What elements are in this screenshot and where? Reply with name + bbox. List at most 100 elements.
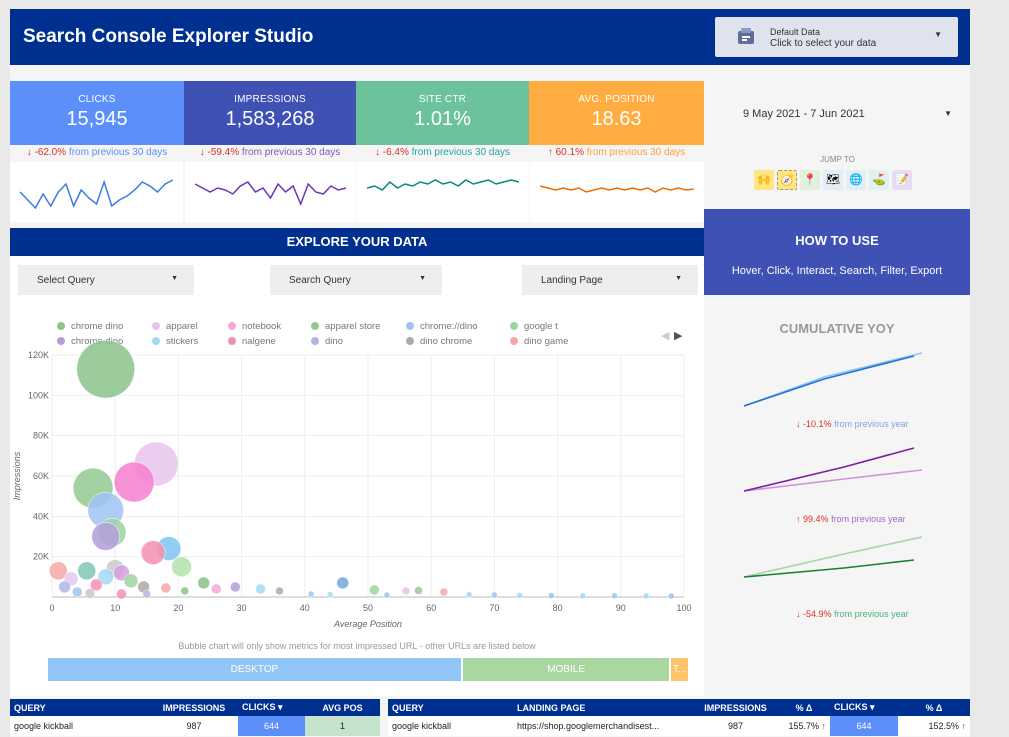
bubble[interactable] (307, 590, 315, 598)
bubble[interactable] (611, 592, 618, 600)
bubble[interactable] (491, 591, 498, 599)
bubble[interactable] (123, 573, 139, 589)
bubble[interactable] (91, 522, 120, 551)
bubble[interactable] (369, 584, 380, 596)
kpi-card-avg-position[interactable]: AVG. POSITION 18.63 (529, 81, 704, 145)
col-impressions[interactable]: IMPRESSIONS (693, 699, 778, 716)
legend-swatch (311, 322, 319, 330)
kpi-card-impressions[interactable]: IMPRESSIONS 1,583,268 (184, 81, 356, 145)
table-row[interactable]: google kickball 987 644 1 (10, 716, 380, 736)
legend-swatch (228, 337, 236, 345)
bubble[interactable] (97, 568, 114, 586)
legend-next-icon[interactable]: ▶ (674, 330, 683, 342)
globe-icon[interactable]: 🌐 (846, 170, 866, 190)
pin-icon[interactable]: 📍 (800, 170, 820, 190)
col-impressions[interactable]: IMPRESSIONS (150, 699, 238, 716)
hands-icon[interactable]: 🙌 (754, 170, 774, 190)
bubble[interactable] (140, 540, 166, 565)
chevron-down-icon: ▼ (944, 109, 952, 118)
bubble[interactable] (72, 586, 83, 598)
bubble[interactable] (197, 576, 210, 590)
bubble[interactable] (516, 592, 523, 599)
bubble[interactable] (89, 578, 103, 592)
col-impressions-change[interactable]: % Δ (778, 699, 830, 716)
col-clicks[interactable]: CLICKS ▾ (238, 699, 305, 716)
bubble[interactable] (668, 592, 675, 600)
yoy-chart[interactable] (704, 439, 970, 509)
legend-item[interactable]: apparel (152, 321, 198, 332)
kpi-card-clicks[interactable]: CLICKS 15,945 (10, 81, 184, 145)
chevron-down-icon: ▼ (171, 275, 178, 282)
bubble[interactable] (180, 586, 189, 596)
bubble[interactable] (49, 561, 68, 581)
legend-prev-icon[interactable]: ◀ (661, 330, 670, 342)
data-source-title: Default Data (770, 27, 821, 37)
select-query-dropdown[interactable]: Select Query ▼ (18, 265, 194, 295)
bubble[interactable] (58, 580, 71, 594)
bubble[interactable] (160, 582, 172, 594)
bubble[interactable] (383, 591, 391, 599)
flag-icon[interactable]: ⛳ (869, 170, 889, 190)
landing-page-dropdown[interactable]: Landing Page ▼ (522, 265, 698, 295)
legend-item[interactable]: dino (311, 336, 343, 347)
arrow-down-icon: ↓ (796, 419, 801, 429)
col-query[interactable]: QUERY (10, 699, 150, 716)
legend-item[interactable]: google t (510, 321, 558, 332)
bubble[interactable] (414, 586, 423, 595)
bubble[interactable] (275, 586, 284, 596)
bubble[interactable] (142, 589, 152, 599)
bubble[interactable] (579, 592, 587, 600)
col-clicks[interactable]: CLICKS ▾ (830, 699, 898, 716)
device-share-bar[interactable]: DESKTOP MOBILE T... (48, 658, 688, 681)
legend-item[interactable]: dino chrome (406, 336, 472, 347)
legend-item[interactable]: dino game (510, 336, 568, 347)
yoy-chart[interactable] (704, 534, 970, 604)
legend-item[interactable]: stickers (152, 336, 198, 347)
search-query-dropdown[interactable]: Search Query ▼ (270, 265, 442, 295)
bubble[interactable] (77, 561, 97, 581)
bubble[interactable] (336, 576, 349, 590)
col-landing-page[interactable]: LANDING PAGE (513, 699, 693, 716)
bubble[interactable] (76, 339, 135, 399)
compass-icon[interactable]: 🧭 (777, 170, 797, 190)
bubble[interactable] (171, 556, 192, 577)
bubble[interactable] (255, 583, 266, 595)
date-range-selector[interactable]: 9 May 2021 - 7 Jun 2021 ▼ (705, 81, 970, 145)
kpi-sparkline (185, 162, 356, 222)
legend-item[interactable]: chrome dino (57, 321, 123, 332)
data-source-selector[interactable]: Default Data Click to select your data ▼ (715, 17, 958, 57)
device-segment-desktop[interactable]: DESKTOP (48, 658, 461, 681)
table-row[interactable]: google kickball https://shop.googlemerch… (388, 716, 970, 736)
map-icon[interactable]: 🗺 (823, 170, 843, 190)
bubble[interactable] (401, 586, 411, 596)
cell-landing-page[interactable]: https://shop.googlemerchandisest... (513, 716, 693, 736)
col-avg-pos[interactable]: AVG POS (305, 699, 380, 716)
device-segment-mobile[interactable]: MOBILE (460, 658, 670, 681)
legend-item[interactable]: nalgene (228, 336, 276, 347)
bubble[interactable] (230, 581, 241, 593)
bubble[interactable] (84, 588, 96, 599)
bubble[interactable] (465, 591, 473, 598)
bubble[interactable] (548, 592, 555, 599)
bubble[interactable] (326, 591, 334, 598)
legend-item[interactable]: notebook (228, 321, 281, 332)
legend-item[interactable]: apparel store (311, 321, 380, 332)
x-tick-label: 50 (363, 603, 373, 613)
pencil-icon[interactable]: 📝 (892, 170, 912, 190)
bubble[interactable] (113, 461, 155, 503)
kpi-card-site-ctr[interactable]: SITE CTR 1.01% (356, 81, 529, 145)
current-year-line (743, 559, 915, 578)
cumulative-yoy-title: CUMULATIVE YOY (779, 321, 895, 336)
arrow-up-icon: ↑ (796, 514, 801, 524)
yoy-chart[interactable] (704, 344, 970, 414)
col-clicks-change[interactable]: % Δ (898, 699, 970, 716)
legend-item[interactable]: chrome://dino (406, 321, 478, 332)
bubble[interactable] (439, 587, 449, 597)
bubble[interactable] (211, 583, 222, 595)
bubble-chart[interactable]: 0 10 20 30 40 50 60 70 80 90 100 120K 100K 80K 60K 40K 2… (10, 308, 704, 638)
bubble[interactable] (642, 592, 650, 600)
bubble[interactable] (116, 588, 127, 600)
device-segment-t[interactable]: T... (669, 658, 688, 681)
col-query[interactable]: QUERY (388, 699, 513, 716)
